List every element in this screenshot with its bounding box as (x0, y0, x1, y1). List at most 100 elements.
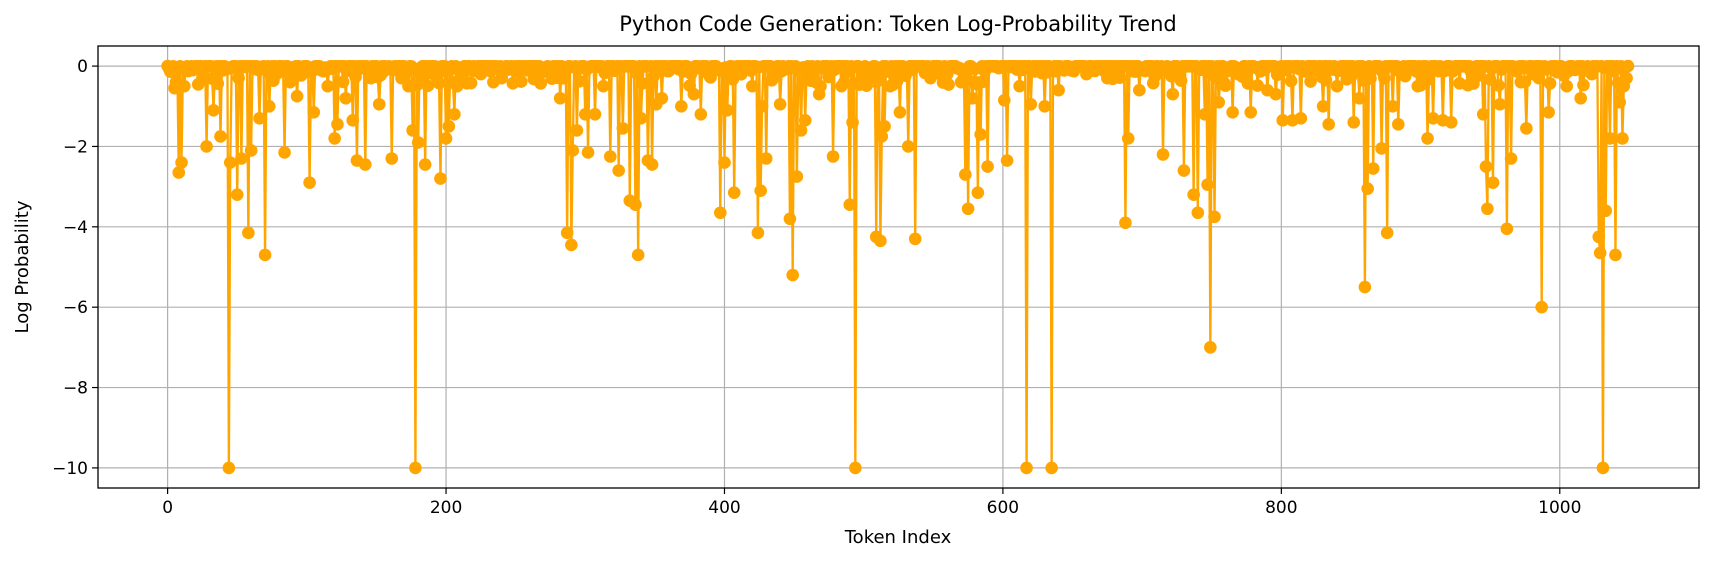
data-point (1613, 95, 1626, 109)
plot-layer (161, 59, 1635, 475)
data-point (1603, 132, 1617, 145)
data-point (578, 108, 592, 121)
data-point (372, 97, 386, 111)
chart-title: Python Code Generation: Token Log-Probab… (619, 12, 1176, 36)
data-point (1479, 160, 1493, 173)
data-point (655, 91, 669, 105)
data-point (794, 124, 808, 137)
data-point (1421, 132, 1434, 145)
data-point (1251, 79, 1264, 92)
data-point (1353, 91, 1366, 105)
data-point (1378, 71, 1391, 85)
data-point (1504, 152, 1518, 165)
data-point (751, 226, 765, 240)
data-point (421, 79, 435, 93)
data-point (714, 206, 727, 220)
data-point (1284, 74, 1298, 88)
data-point (616, 122, 630, 135)
data-point (1177, 164, 1191, 177)
data-point (1208, 210, 1221, 224)
plot-frame (97, 45, 1700, 489)
data-point (1013, 79, 1026, 93)
data-point (981, 160, 994, 173)
data-point (1347, 116, 1361, 129)
data-point (1045, 461, 1058, 475)
data-point (211, 77, 225, 90)
data-point (1174, 74, 1188, 88)
data-point (783, 212, 797, 226)
data-point (1319, 73, 1333, 87)
data-point (694, 108, 708, 121)
data-point (1532, 71, 1546, 85)
data-point (232, 71, 245, 85)
data-point (253, 112, 266, 125)
data-point (1375, 142, 1388, 155)
data-point (1560, 79, 1574, 93)
data-point (1366, 162, 1380, 175)
data-point (331, 118, 344, 131)
x-tick-label: 200 (430, 498, 462, 518)
y-tick-label: −8 (63, 379, 88, 399)
data-point (172, 166, 186, 179)
data-point (1444, 116, 1458, 129)
y-tick-label: −10 (52, 459, 88, 479)
data-point (1187, 188, 1200, 201)
data-point (1599, 204, 1613, 218)
data-point (1330, 79, 1344, 93)
data-point (1000, 154, 1014, 167)
data-point (1426, 112, 1440, 125)
data-point (687, 87, 701, 101)
data-point (908, 232, 922, 246)
data-point (409, 461, 422, 475)
data-point (175, 156, 188, 169)
data-point (718, 156, 731, 169)
data-point (1520, 122, 1533, 135)
data-point (222, 461, 236, 475)
data-point (1121, 132, 1135, 145)
data-point (1621, 59, 1635, 73)
data-point (307, 106, 321, 119)
data-point (1492, 79, 1505, 92)
data-point (514, 75, 528, 88)
data-point (1201, 178, 1214, 191)
data-point (826, 150, 840, 163)
data-point (974, 128, 987, 141)
data-point (581, 146, 595, 159)
data-point (346, 114, 360, 127)
data-point (1380, 226, 1394, 240)
data-point (565, 238, 578, 252)
data-point (448, 108, 461, 121)
data-point (961, 202, 975, 216)
data-point (874, 234, 887, 248)
data-point (1241, 77, 1255, 90)
data-point (406, 124, 419, 137)
data-point (704, 71, 717, 84)
data-point (439, 132, 453, 145)
data-point (1119, 216, 1132, 230)
data-point (1486, 176, 1500, 189)
data-point (1024, 97, 1038, 111)
data-point (1113, 71, 1127, 85)
data-point (1386, 99, 1400, 113)
data-point (244, 144, 258, 157)
data-point (1244, 106, 1258, 119)
y-tick-label: 0 (77, 57, 88, 77)
data-point (798, 114, 812, 127)
data-point (235, 152, 248, 165)
data-point (773, 97, 787, 111)
data-point (1518, 75, 1532, 89)
data-point (971, 186, 985, 199)
data-point (942, 78, 955, 91)
data-point (837, 75, 851, 89)
data-point (1269, 87, 1283, 101)
tick-layer: 0 200 400 600 800 1000 0 −2 −4 −6 −8 −10 (52, 57, 1581, 518)
data-point (411, 136, 425, 149)
data-point (1316, 99, 1330, 113)
y-tick-label: −6 (63, 298, 88, 318)
data-point (178, 79, 191, 93)
data-point (814, 79, 827, 93)
data-point (359, 158, 372, 171)
data-point (214, 130, 227, 143)
x-tick-label: 1000 (1538, 498, 1581, 518)
